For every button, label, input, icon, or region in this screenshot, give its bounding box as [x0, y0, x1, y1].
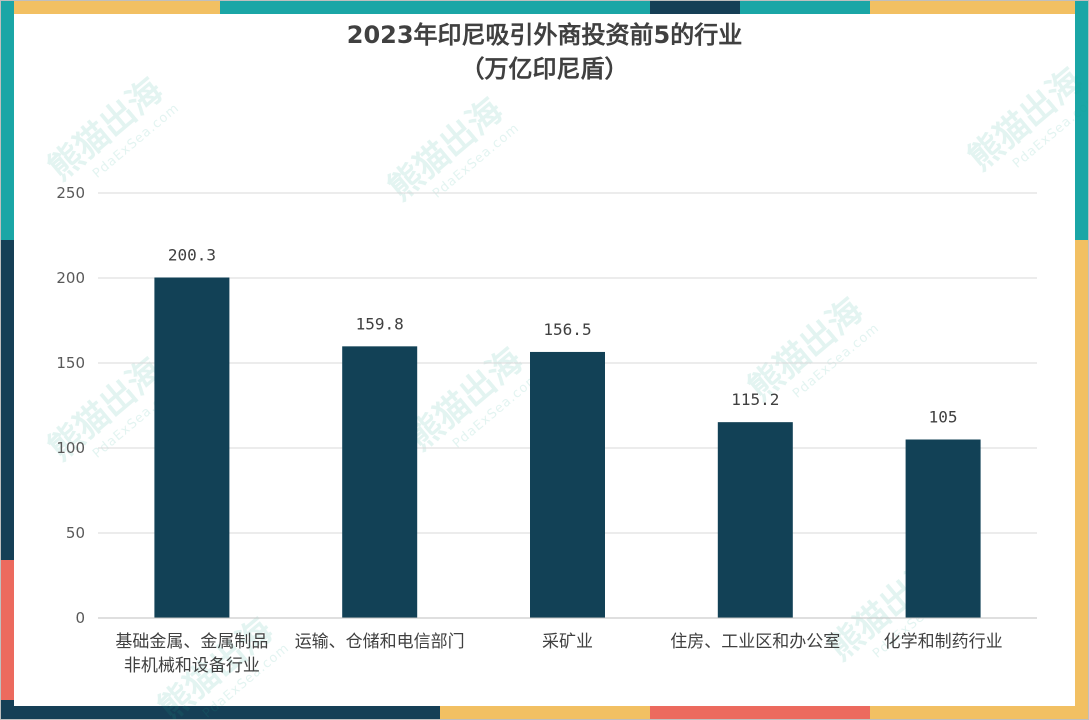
bar	[342, 346, 418, 618]
x-tick-label: 化学和制药行业	[884, 632, 1003, 652]
frame-band	[740, 0, 870, 14]
frame-band	[870, 0, 1089, 14]
x-tick-label: 采矿业	[542, 632, 593, 652]
y-tick-label: 0	[75, 609, 85, 627]
y-tick-label: 50	[66, 524, 85, 542]
data-label: 200.3	[168, 245, 216, 264]
frame-band	[0, 0, 14, 240]
frame-band	[0, 706, 440, 720]
bar	[717, 422, 793, 618]
frame-band	[1075, 240, 1089, 720]
y-tick-label: 250	[56, 184, 85, 202]
bar	[154, 277, 230, 618]
y-tick-label: 100	[56, 439, 85, 457]
frame-band	[650, 706, 870, 720]
bar	[905, 439, 981, 618]
frame-band	[650, 0, 740, 14]
y-tick-label: 150	[56, 354, 85, 372]
data-label: 115.2	[731, 390, 779, 409]
data-label: 156.5	[543, 320, 591, 339]
frame-band	[1075, 0, 1089, 240]
chart-subtitle: （万亿印尼盾）	[460, 55, 629, 83]
x-tick-label: 基础金属、金属制品	[115, 632, 268, 652]
frame-band	[0, 0, 220, 14]
x-tick-label: 运输、仓储和电信部门	[295, 632, 465, 652]
x-tick-label: 住房、工业区和办公室	[670, 632, 840, 652]
data-label: 159.8	[356, 314, 404, 333]
bar	[530, 351, 605, 618]
frame-band	[0, 560, 14, 700]
frame-band	[220, 0, 650, 14]
data-label: 105	[929, 408, 958, 427]
y-tick-label: 200	[56, 269, 85, 287]
x-tick-label: 非机械和设备行业	[124, 656, 260, 676]
frame-band	[870, 706, 1089, 720]
chart-title-block: 2023年印尼吸引外商投资前5的行业 （万亿印尼盾）	[0, 18, 1089, 86]
frame-band	[440, 706, 650, 720]
chart-title: 2023年印尼吸引外商投资前5的行业	[346, 21, 743, 49]
